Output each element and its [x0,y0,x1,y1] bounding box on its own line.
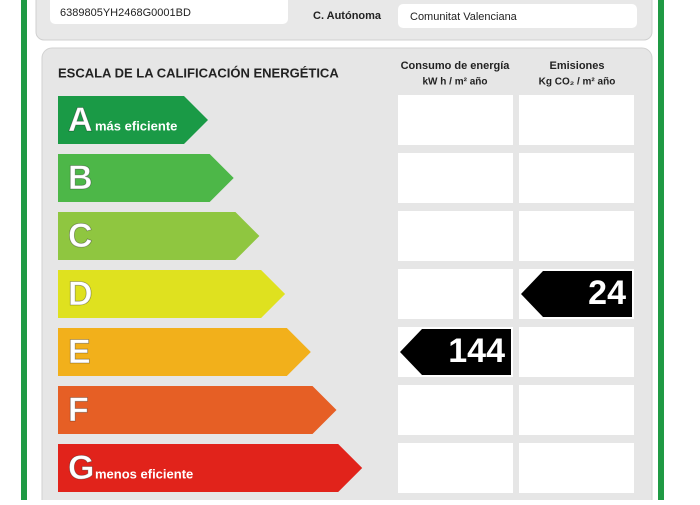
rating-arrow [58,154,234,202]
value-cell [519,153,634,203]
rating-arrow [58,212,260,260]
column-unit: kW h / m² año [423,77,488,88]
rating-arrow [58,96,208,144]
value-cell [398,211,513,261]
rating-letter: D [68,275,93,313]
rating-letter: C [68,217,93,255]
column-unit: Kg CO₂ / m² año [539,77,616,88]
column-title: Consumo de energía [401,60,511,72]
rating-letter: F [68,391,89,429]
rating-letter: B [68,159,93,197]
value-cell [398,385,513,435]
value-cell [398,153,513,203]
region-label: C. Autónoma [313,10,382,22]
rating-arrow [58,328,311,376]
rating-note: menos eficiente [95,466,193,481]
value-arrow [521,271,632,317]
rating-arrow [58,444,363,492]
green-border [658,0,664,500]
rating-letter: G [68,449,94,487]
region: Comunitat Valenciana [410,11,518,23]
column-title: Emisiones [549,60,604,72]
value-cell [398,269,513,319]
value: 144 [448,332,505,370]
value: 24 [588,274,626,312]
value-cell [519,327,634,377]
green-border [21,0,27,500]
rating-letter: E [68,333,91,371]
rating-letter: A [68,101,93,139]
rating-note: más eficiente [95,118,177,133]
value-arrow [400,329,511,375]
value-cell [519,211,634,261]
value-cell [398,443,513,493]
rating-arrow [58,270,286,318]
reference: 6389805YH2468G0001BD [60,7,191,19]
value-cell [519,385,634,435]
value-cell [519,443,634,493]
field-box [50,0,288,24]
rating-arrow [58,386,337,434]
field-box [398,4,637,28]
scale-title: ESCALA DE LA CALIFICACIÓN ENERGÉTICA [58,65,339,80]
value-cell [398,95,513,145]
value-cell [519,95,634,145]
